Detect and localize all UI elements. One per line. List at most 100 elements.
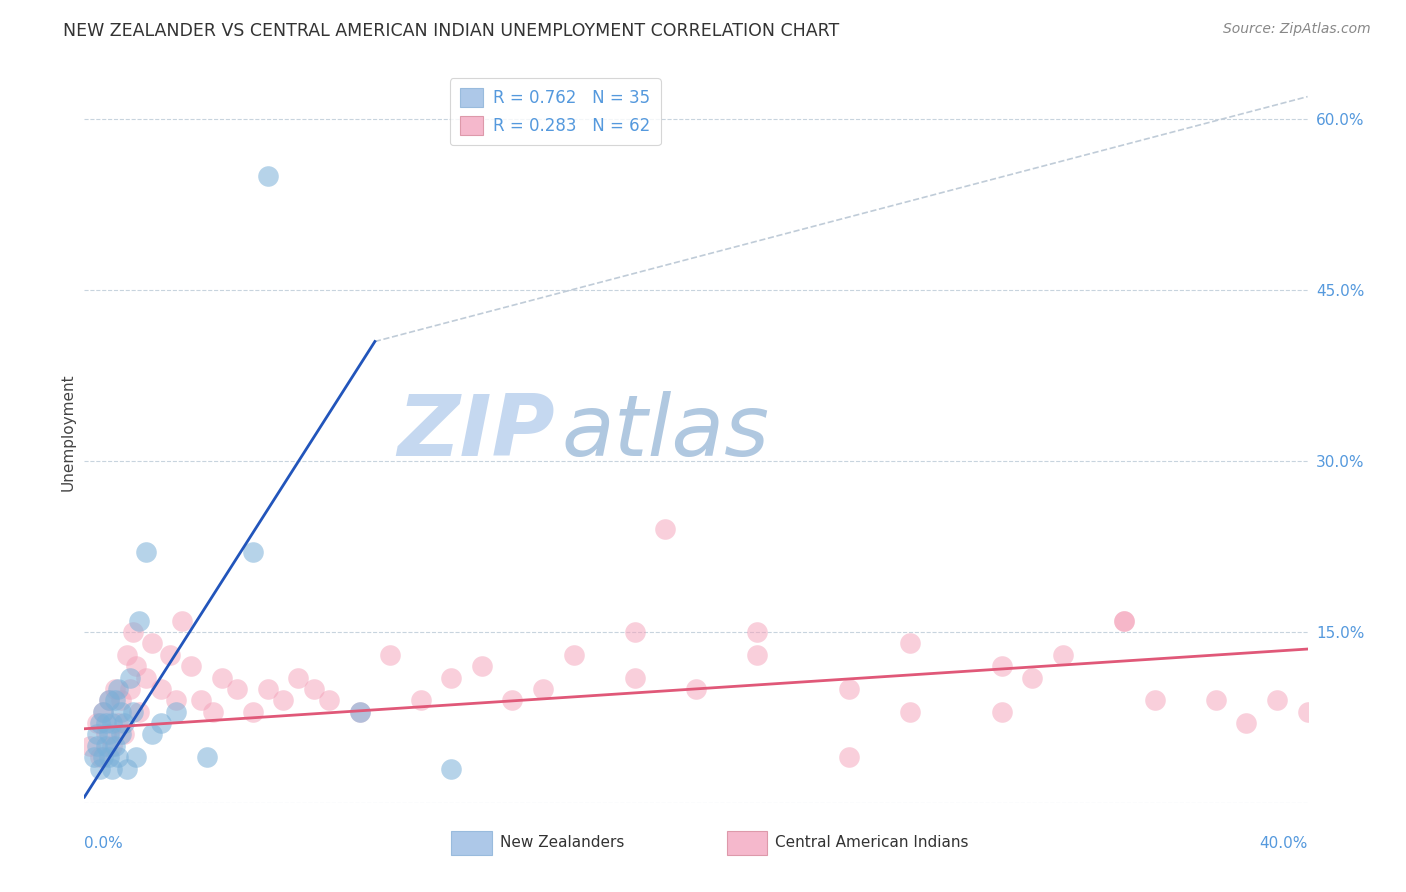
Point [838, 750, 860, 764]
FancyBboxPatch shape [727, 831, 766, 855]
Point [898, 636, 921, 650]
Point [409, 693, 432, 707]
Point [257, 169, 280, 184]
Point [502, 693, 524, 707]
Point [1205, 693, 1227, 707]
Point [349, 705, 371, 719]
Point [97, 750, 120, 764]
Point [86, 716, 108, 731]
Point [149, 681, 172, 696]
Point [112, 727, 135, 741]
Point [115, 762, 138, 776]
Point [83, 750, 105, 764]
Point [165, 693, 187, 707]
Point [838, 681, 860, 696]
Point [287, 671, 309, 685]
Point [1052, 648, 1074, 662]
Text: Central American Indians: Central American Indians [776, 835, 969, 850]
Point [89, 750, 111, 764]
Point [747, 648, 769, 662]
Point [122, 624, 145, 639]
Point [159, 648, 181, 662]
Point [271, 693, 294, 707]
Point [125, 659, 148, 673]
Point [318, 693, 340, 707]
Point [440, 762, 463, 776]
Point [141, 727, 163, 741]
Text: New Zealanders: New Zealanders [501, 835, 624, 850]
Point [125, 750, 148, 764]
Point [685, 681, 707, 696]
Text: Source: ZipAtlas.com: Source: ZipAtlas.com [1223, 22, 1371, 37]
Text: 0.0%: 0.0% [84, 836, 124, 851]
Point [531, 681, 554, 696]
Point [128, 705, 150, 719]
Point [120, 681, 142, 696]
Point [242, 545, 264, 559]
Point [172, 614, 194, 628]
Point [624, 671, 647, 685]
Point [112, 716, 135, 731]
Point [349, 705, 371, 719]
Point [115, 648, 138, 662]
Point [94, 739, 117, 753]
Point [190, 693, 212, 707]
Point [1114, 614, 1136, 628]
Point [135, 545, 157, 559]
Point [1236, 716, 1258, 731]
Point [1021, 671, 1043, 685]
Point [89, 762, 111, 776]
Point [101, 739, 124, 753]
Point [110, 727, 132, 741]
Y-axis label: Unemployment: Unemployment [60, 374, 76, 491]
Point [110, 705, 132, 719]
Point [141, 636, 163, 650]
Point [242, 705, 264, 719]
Point [107, 750, 129, 764]
Point [654, 523, 676, 537]
Point [747, 624, 769, 639]
Point [86, 727, 108, 741]
Point [89, 716, 111, 731]
Point [898, 705, 921, 719]
Legend: R = 0.762   N = 35, R = 0.283   N = 62: R = 0.762 N = 35, R = 0.283 N = 62 [450, 78, 661, 145]
FancyBboxPatch shape [451, 831, 492, 855]
Point [226, 681, 249, 696]
Point [201, 705, 224, 719]
Point [122, 705, 145, 719]
Point [94, 716, 117, 731]
Point [624, 624, 647, 639]
Point [1114, 614, 1136, 628]
Point [440, 671, 463, 685]
Point [101, 716, 124, 731]
Point [562, 648, 585, 662]
Text: 40.0%: 40.0% [1260, 836, 1308, 851]
Text: NEW ZEALANDER VS CENTRAL AMERICAN INDIAN UNEMPLOYMENT CORRELATION CHART: NEW ZEALANDER VS CENTRAL AMERICAN INDIAN… [63, 22, 839, 40]
Point [91, 750, 114, 764]
Point [195, 750, 218, 764]
Point [97, 693, 120, 707]
Point [104, 739, 127, 753]
Point [97, 727, 120, 741]
Point [380, 648, 402, 662]
Point [991, 705, 1014, 719]
Point [101, 762, 124, 776]
Point [86, 739, 108, 753]
Point [302, 681, 325, 696]
Point [1265, 693, 1288, 707]
Point [211, 671, 233, 685]
Point [257, 681, 280, 696]
Point [120, 671, 142, 685]
Point [165, 705, 187, 719]
Point [104, 681, 127, 696]
Point [1296, 705, 1319, 719]
Point [104, 693, 127, 707]
Point [79, 739, 101, 753]
Point [110, 693, 132, 707]
Point [91, 705, 114, 719]
Point [471, 659, 494, 673]
Point [1143, 693, 1166, 707]
Text: ZIP: ZIP [398, 391, 555, 475]
Text: atlas: atlas [561, 391, 769, 475]
Point [128, 614, 150, 628]
